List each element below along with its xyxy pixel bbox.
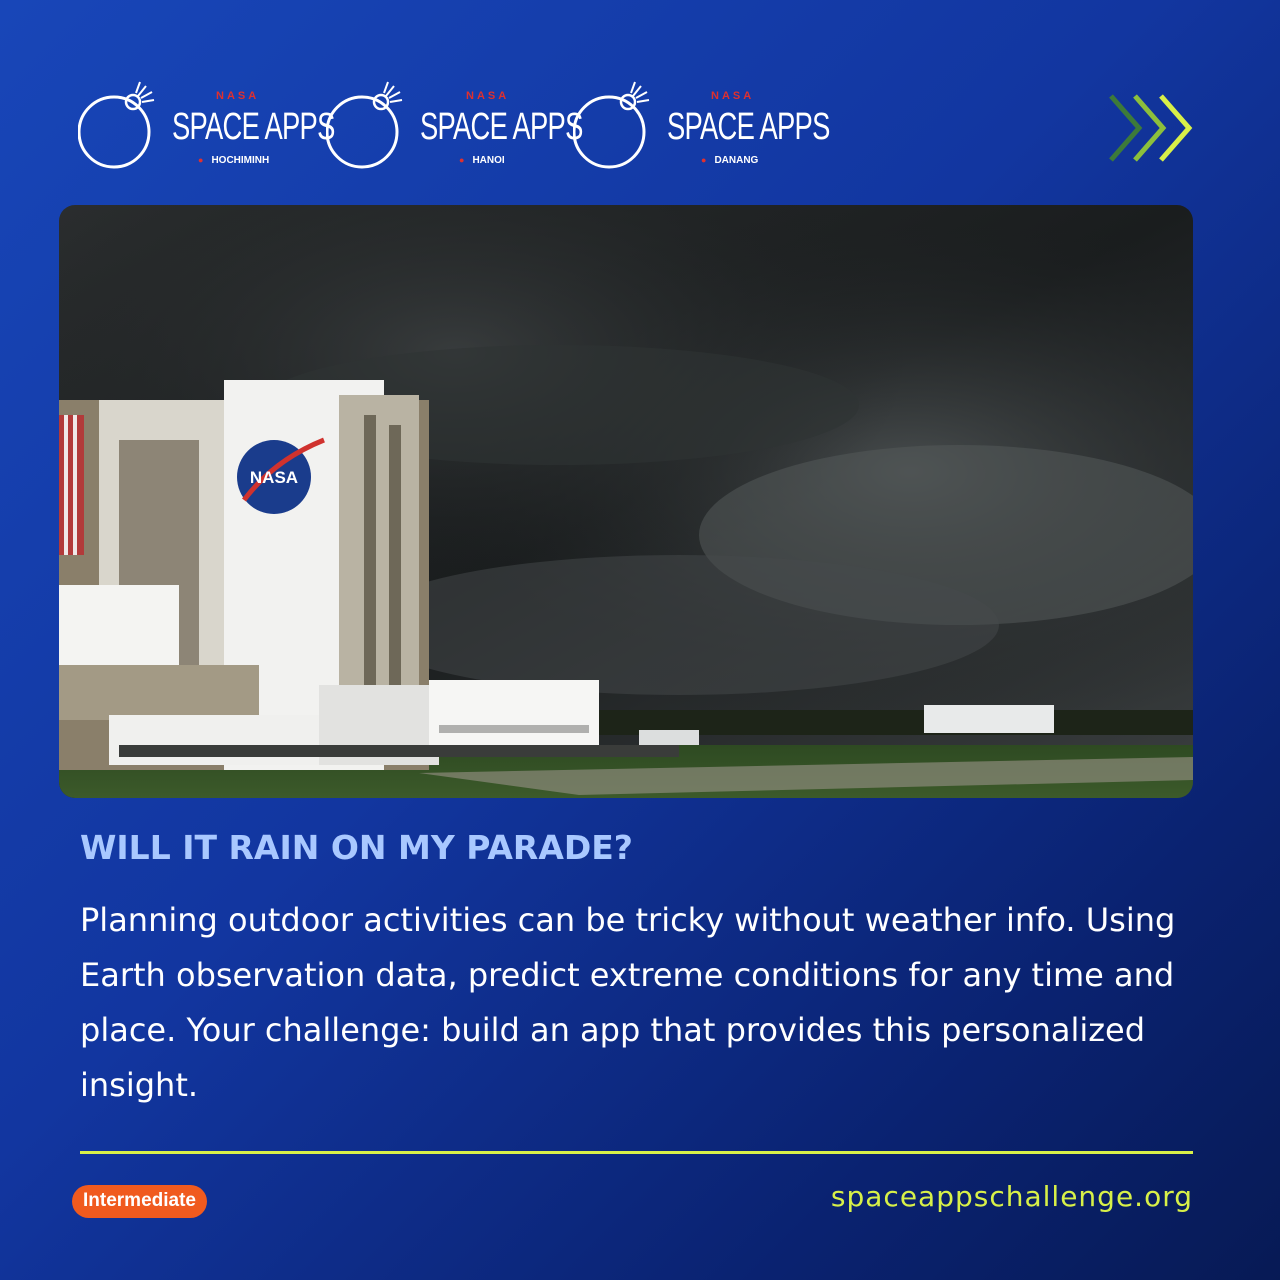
challenge-title: WILL IT RAIN ON MY PARADE? <box>80 828 633 867</box>
location-pin-icon: ● <box>459 155 465 165</box>
level-badge: Intermediate <box>72 1185 207 1218</box>
website-link[interactable]: spaceappschallenge.org <box>830 1180 1193 1213</box>
nasa-meatball-text: NASA <box>250 468 298 487</box>
logo-agency: NASA <box>711 90 755 102</box>
logo-brand: SPACE APPS <box>667 106 830 148</box>
logo-brand: SPACE APPS <box>172 106 335 148</box>
logo-agency: NASA <box>466 90 510 102</box>
chevrons-right-icon <box>1109 94 1193 162</box>
logo-agency: NASA <box>216 90 260 102</box>
logo-brand: SPACE APPS <box>420 106 583 148</box>
challenge-description: Planning outdoor activities can be trick… <box>80 901 1176 1104</box>
storm-photo: NASA <box>59 205 1193 798</box>
logo-city: ● DANANG <box>701 155 759 166</box>
space-apps-logo-mark <box>326 81 403 169</box>
logo-city: ● HANOI <box>459 155 505 166</box>
divider <box>80 1151 1193 1154</box>
storm-photo-illustration: NASA <box>59 205 1193 798</box>
location-pin-icon: ● <box>701 155 707 165</box>
space-apps-logo-mark <box>573 81 650 169</box>
location-pin-icon: ● <box>198 155 204 165</box>
logo-city: ● HOCHIMINH <box>198 155 270 166</box>
space-apps-logo-mark <box>78 81 155 169</box>
